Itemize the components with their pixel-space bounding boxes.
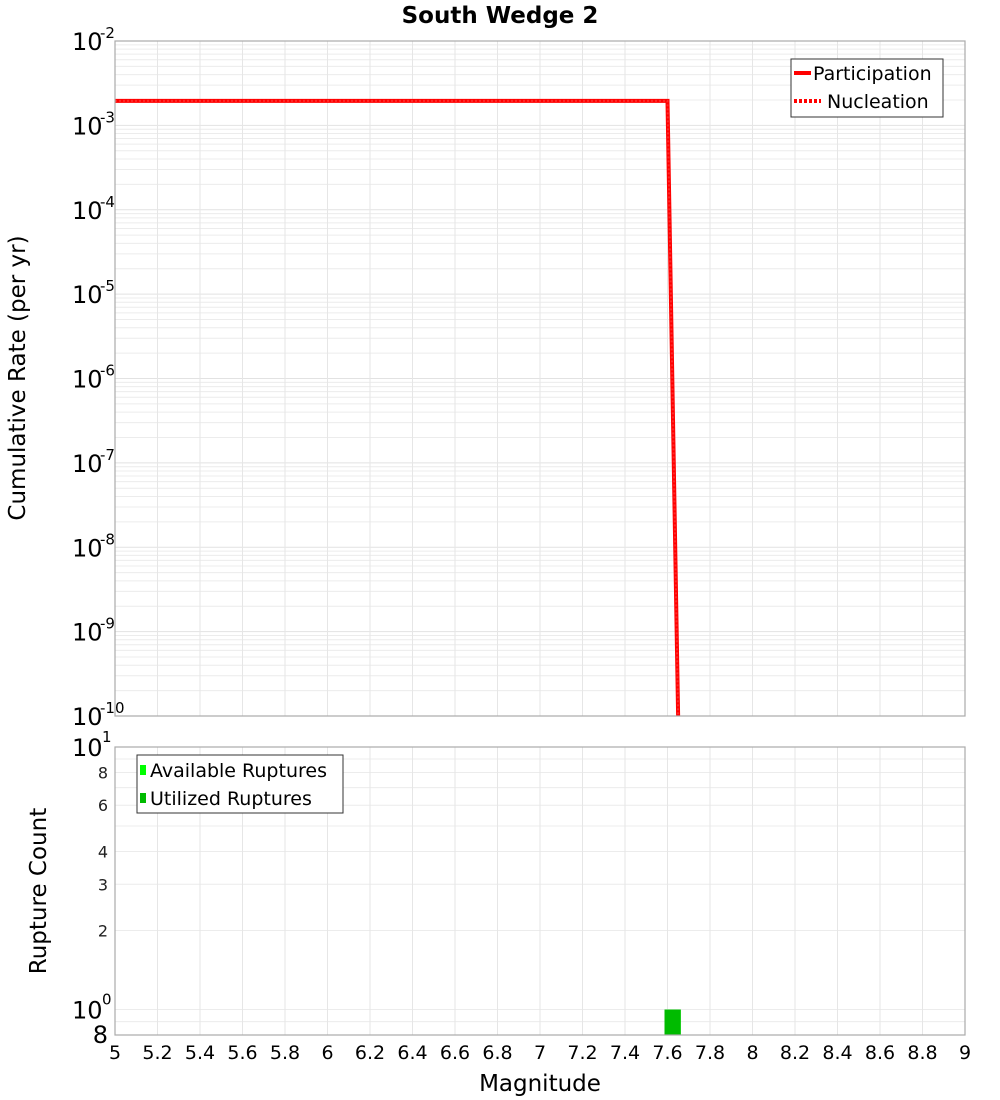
y-minor-tick-label: 8: [93, 1021, 108, 1049]
y-tick-exponent: -4: [100, 193, 115, 211]
y-minor-tick-label: 4: [98, 842, 108, 861]
x-axis-label: Magnitude: [479, 1071, 601, 1097]
y-tick-exponent: 0: [102, 991, 112, 1009]
y-tick-exponent: 1: [102, 728, 112, 746]
x-tick-label: 8.4: [822, 1042, 852, 1064]
y-minor-tick-label: 2: [98, 922, 108, 941]
x-tick-label: 6.4: [397, 1042, 427, 1064]
x-tick-label: 5.6: [227, 1042, 257, 1064]
x-tick-label: 6.6: [440, 1042, 470, 1064]
y-minor-tick-label: 8: [98, 763, 108, 782]
y-tick-exponent: -6: [100, 362, 115, 380]
chart-title: South Wedge 2: [402, 3, 599, 29]
y-tick-exponent: -3: [100, 108, 115, 126]
bottom-plot-border: [114, 746, 966, 1036]
x-tick-label: 5: [109, 1042, 121, 1064]
x-tick-label: 8.6: [865, 1042, 895, 1064]
x-tick-label: 7.4: [610, 1042, 640, 1064]
legend-nucleation: Nucleation: [827, 91, 929, 113]
x-tick-label: 8.8: [907, 1042, 937, 1064]
y-tick-label: 10: [72, 450, 103, 478]
top-plot-grid: [114, 41, 966, 717]
y-tick-exponent: -9: [100, 615, 115, 633]
top-y-axis-label: Cumulative Rate (per yr): [5, 235, 31, 520]
top-plot-rate: 10-210-310-410-510-610-710-810-910-10 Cu…: [5, 24, 966, 731]
y-tick-label: 10: [72, 534, 103, 562]
y-tick-label: 10: [72, 619, 103, 647]
x-tick-label: 8: [746, 1042, 758, 1064]
x-tick-label: 5.4: [185, 1042, 215, 1064]
y-minor-tick-label: 3: [98, 875, 108, 894]
bottom-plot-bars: [664, 1009, 681, 1035]
x-tick-label: 7.2: [567, 1042, 597, 1064]
x-tick-label: 6.8: [482, 1042, 512, 1064]
x-tick-label: 5.8: [270, 1042, 300, 1064]
y-tick-exponent: -10: [100, 699, 125, 717]
y-tick-exponent: -5: [100, 277, 115, 295]
top-y-axis-ticks: 10-210-310-410-510-610-710-810-910-10: [72, 24, 125, 731]
legend-participation: Participation: [813, 63, 932, 85]
y-tick-label: 10: [72, 703, 103, 731]
y-tick-label: 10: [72, 997, 103, 1025]
y-tick-label: 10: [72, 281, 103, 309]
x-tick-label: 9: [959, 1042, 971, 1064]
x-tick-label: 5.2: [142, 1042, 172, 1064]
y-tick-label: 10: [72, 366, 103, 394]
bottom-plot-grid: [114, 747, 966, 1035]
legend-available-ruptures: Available Ruptures: [150, 760, 327, 782]
y-tick-exponent: -7: [100, 446, 115, 464]
x-tick-label: 7: [534, 1042, 546, 1064]
x-tick-label: 6.2: [355, 1042, 385, 1064]
available-ruptures-swatch: [140, 765, 146, 775]
y-tick-label: 10: [72, 197, 103, 225]
top-legend-box: [790, 58, 944, 118]
y-tick-exponent: -2: [100, 24, 115, 42]
x-axis-ticks: 5 5.2 5.4 5.6 5.8 6 6.2 6.4 6.6 6.8 7 7.2 7.4 7.6 7.8 8…: [109, 1042, 971, 1064]
y-minor-tick-label: 6: [98, 796, 108, 815]
utilized-ruptures-swatch: [140, 793, 146, 803]
bottom-legend: Available Ruptures Utilized Ruptures: [136, 754, 344, 814]
legend-utilized-ruptures: Utilized Ruptures: [150, 788, 312, 810]
y-tick-label: 10: [72, 734, 103, 762]
nucleation-line: [115, 99, 680, 717]
top-plot-series: [115, 98, 681, 717]
x-tick-label: 8.2: [780, 1042, 810, 1064]
x-tick-label: 6: [321, 1042, 333, 1064]
y-tick-label: 10: [72, 28, 103, 56]
y-tick-exponent: -8: [100, 530, 115, 548]
utilized-ruptures-bar: [664, 1009, 681, 1035]
x-tick-label: 7.8: [695, 1042, 725, 1064]
bottom-y-axis-label: Rupture Count: [26, 808, 52, 974]
top-legend: Participation Nucleation: [790, 58, 944, 118]
x-tick-label: 7.6: [652, 1042, 682, 1064]
top-plot-border: [114, 40, 966, 717]
bottom-legend-box: [136, 754, 344, 814]
y-tick-label: 10: [72, 112, 103, 140]
